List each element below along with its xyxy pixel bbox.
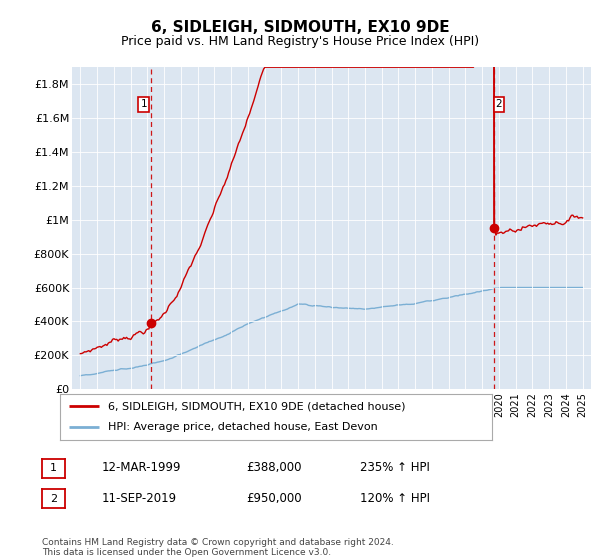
Text: 6, SIDLEIGH, SIDMOUTH, EX10 9DE (detached house): 6, SIDLEIGH, SIDMOUTH, EX10 9DE (detache…	[107, 401, 405, 411]
Text: 1: 1	[140, 100, 147, 110]
Text: 2: 2	[496, 100, 502, 110]
Text: Price paid vs. HM Land Registry's House Price Index (HPI): Price paid vs. HM Land Registry's House …	[121, 35, 479, 48]
Text: 1: 1	[50, 463, 57, 473]
Text: Contains HM Land Registry data © Crown copyright and database right 2024.
This d: Contains HM Land Registry data © Crown c…	[42, 538, 394, 557]
Text: 120% ↑ HPI: 120% ↑ HPI	[360, 492, 430, 505]
Text: £388,000: £388,000	[246, 461, 302, 474]
Text: 11-SEP-2019: 11-SEP-2019	[102, 492, 177, 505]
Text: £950,000: £950,000	[246, 492, 302, 505]
Text: 12-MAR-1999: 12-MAR-1999	[102, 461, 182, 474]
Text: HPI: Average price, detached house, East Devon: HPI: Average price, detached house, East…	[107, 422, 377, 432]
Text: 235% ↑ HPI: 235% ↑ HPI	[360, 461, 430, 474]
Text: 2: 2	[50, 494, 57, 504]
Text: 6, SIDLEIGH, SIDMOUTH, EX10 9DE: 6, SIDLEIGH, SIDMOUTH, EX10 9DE	[151, 20, 449, 35]
